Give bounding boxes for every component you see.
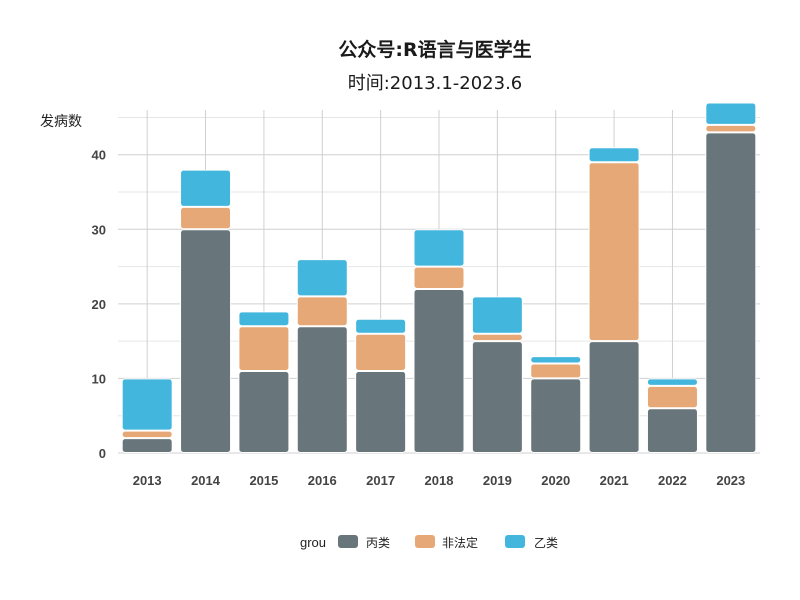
bar-segment — [121, 438, 173, 453]
legend-label: 乙类 — [534, 536, 558, 550]
legend: grou 丙类 非法定 乙类 — [300, 535, 558, 550]
x-axis-ticks: 2013 2014 2015 2016 2017 2018 2019 2020 2021 2022… — [133, 473, 746, 488]
x-tick-label: 2021 — [600, 473, 629, 488]
bar-segment — [530, 363, 582, 379]
bar-segment — [530, 378, 582, 453]
bar-segment — [588, 147, 640, 163]
bar-segment — [355, 333, 407, 371]
bar-segment — [471, 341, 523, 453]
y-tick-label: 20 — [92, 297, 106, 312]
bar-segment — [121, 378, 173, 431]
bars — [121, 102, 757, 454]
bar-segment — [296, 326, 348, 454]
bar-segment — [238, 326, 290, 371]
bar-segment — [355, 370, 407, 454]
x-tick-label: 2020 — [541, 473, 570, 488]
chart-subtitle: 时间:2013.1-2023.6 — [348, 73, 523, 94]
bar-segment — [413, 266, 465, 289]
legend-swatch — [415, 535, 435, 548]
bar-segment — [588, 341, 640, 453]
bar-segment — [180, 229, 232, 453]
legend-label: 非法定 — [442, 535, 478, 550]
legend-swatch — [338, 535, 358, 548]
bar-segment — [121, 430, 173, 439]
x-tick-label: 2013 — [133, 473, 162, 488]
chart-title: 公众号:R语言与医学生 — [338, 38, 531, 61]
bar-segment — [355, 318, 407, 334]
legend-label: 丙类 — [366, 536, 390, 550]
y-tick-label: 10 — [92, 371, 106, 386]
bar-segment — [180, 169, 232, 207]
bar-segment — [646, 385, 698, 409]
bar-segment — [296, 259, 348, 297]
bar-segment — [238, 311, 290, 327]
bar-segment — [705, 124, 757, 133]
x-tick-label: 2018 — [425, 473, 454, 488]
x-tick-label: 2016 — [308, 473, 337, 488]
bar-segment — [471, 333, 523, 342]
legend-swatch — [505, 535, 525, 548]
x-tick-label: 2019 — [483, 473, 512, 488]
bar-segment — [530, 356, 582, 364]
bar-segment — [588, 162, 640, 342]
bar-segment — [413, 288, 465, 453]
y-tick-label: 30 — [92, 222, 106, 237]
bar-segment — [471, 296, 523, 334]
bar-segment — [705, 132, 757, 453]
y-tick-label: 0 — [99, 446, 106, 461]
bar-segment — [413, 229, 465, 267]
x-tick-label: 2017 — [366, 473, 395, 488]
bar-segment — [646, 408, 698, 453]
bar-segment — [180, 206, 232, 230]
x-tick-label: 2015 — [249, 473, 278, 488]
bar-segment — [296, 296, 348, 327]
y-axis-label: 发病数 — [40, 114, 82, 130]
x-tick-label: 2023 — [716, 473, 745, 488]
y-tick-label: 40 — [92, 148, 106, 163]
x-tick-label: 2014 — [191, 473, 221, 488]
y-axis-ticks: 0 10 20 30 40 — [92, 148, 106, 461]
bar-segment — [705, 102, 757, 125]
bar-segment — [238, 370, 290, 454]
legend-title: grou — [300, 535, 326, 550]
x-tick-label: 2022 — [658, 473, 687, 488]
bar-segment — [646, 378, 698, 386]
